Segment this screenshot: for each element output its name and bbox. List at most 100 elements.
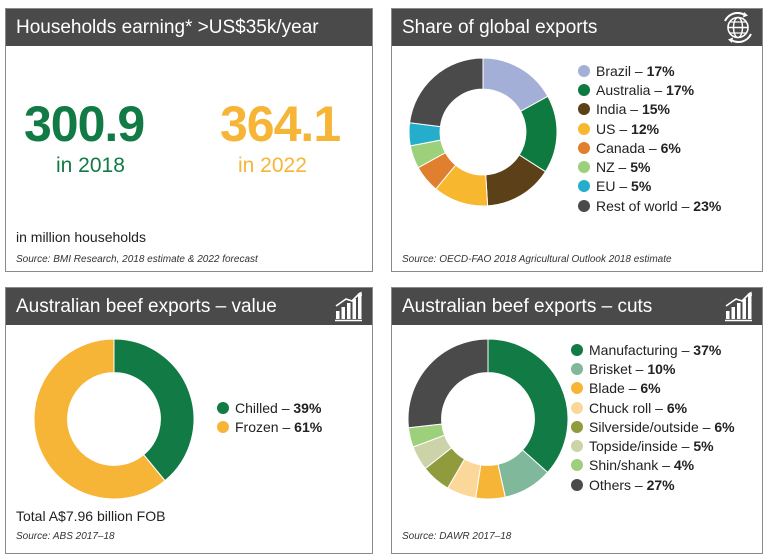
households-panel: Households earning* >US$35k/year 300.9 i… bbox=[5, 8, 373, 272]
legend-dash: – bbox=[631, 360, 648, 377]
legend-value: 61% bbox=[294, 418, 323, 435]
legend-swatch bbox=[578, 83, 590, 96]
legend-label: Manufacturing bbox=[589, 341, 678, 358]
legend-value: 6% bbox=[714, 418, 735, 435]
legend-item-blade: Blade – 6% bbox=[571, 379, 735, 398]
legend-label: Brisket bbox=[589, 360, 632, 377]
legend-swatch bbox=[578, 199, 590, 212]
legend-dash: – bbox=[631, 62, 647, 79]
legend-swatch bbox=[571, 362, 583, 375]
global-exports-panel: Share of global exports Brazil – 17% Aust… bbox=[391, 8, 763, 272]
value-2022: 364.1 bbox=[220, 96, 341, 152]
legend-dash: – bbox=[614, 159, 631, 176]
bar-growth-icon bbox=[725, 291, 752, 322]
legend-value: 12% bbox=[631, 120, 660, 137]
legend-dash: – bbox=[615, 178, 632, 195]
legend-value: 17% bbox=[666, 81, 695, 98]
legend-item-canada: Canada – 6% bbox=[578, 138, 721, 157]
global-exports-donut bbox=[408, 57, 558, 207]
legend-value: 27% bbox=[646, 476, 675, 493]
legend-item-australia: Australia – 17% bbox=[578, 80, 721, 99]
legend-item-shin-shank: Shin/shank – 4% bbox=[571, 456, 735, 475]
legend-item-nz: NZ – 5% bbox=[578, 157, 721, 176]
legend-swatch bbox=[571, 440, 583, 453]
beef-value-donut bbox=[33, 338, 195, 500]
legend-label: Topside/inside bbox=[589, 438, 678, 455]
beef-value-panel: Australian beef exports – value Chilled … bbox=[5, 287, 373, 554]
legend-item-frozen: Frozen – 61% bbox=[217, 417, 322, 436]
global-exports-title: Share of global exports bbox=[402, 17, 598, 38]
legend-label: Frozen bbox=[235, 418, 279, 435]
global-exports-header: Share of global exports bbox=[392, 9, 762, 46]
legend-label: Australia bbox=[596, 81, 651, 98]
slice-rest-of-world bbox=[409, 57, 484, 128]
legend-value: 10% bbox=[647, 360, 676, 377]
value-2018: 300.9 bbox=[24, 96, 145, 152]
bar-growth-icon bbox=[335, 291, 362, 322]
legend-dash: – bbox=[677, 341, 694, 358]
slice-chilled bbox=[113, 338, 195, 482]
legend-dash: – bbox=[615, 120, 632, 137]
legend-value: 5% bbox=[631, 178, 652, 195]
legend-dash: – bbox=[698, 418, 715, 435]
unit-note: in million households bbox=[16, 229, 146, 245]
legend-value: 6% bbox=[660, 139, 681, 156]
label-2018: in 2018 bbox=[56, 154, 125, 177]
legend-swatch bbox=[578, 64, 590, 77]
legend-swatch bbox=[571, 401, 583, 414]
legend-label: Brazil bbox=[596, 62, 632, 79]
legend-value: 5% bbox=[693, 438, 714, 455]
households-header: Households earning* >US$35k/year bbox=[6, 9, 372, 46]
slice-manufacturing bbox=[487, 338, 569, 474]
legend-dash: – bbox=[277, 399, 294, 416]
legend-value: 5% bbox=[630, 159, 651, 176]
legend-dash: – bbox=[651, 399, 667, 416]
beef-cuts-source: Source: DAWR 2017–18 bbox=[402, 531, 512, 542]
legend-label: India bbox=[596, 101, 627, 118]
globe-refresh-icon bbox=[724, 12, 752, 43]
legend-dash: – bbox=[626, 101, 642, 118]
legend-label: Rest of world bbox=[596, 197, 678, 214]
slice-others bbox=[407, 338, 489, 429]
legend-dash: – bbox=[677, 438, 694, 455]
legend-label: Others bbox=[589, 476, 632, 493]
beef-cuts-header: Australian beef exports – cuts bbox=[392, 288, 762, 325]
global-exports-source: Source: OECD-FAO 2018 Agricultural Outlo… bbox=[402, 254, 672, 265]
legend-swatch bbox=[217, 401, 229, 414]
legend-value: 4% bbox=[673, 457, 695, 474]
legend-swatch bbox=[571, 420, 583, 433]
legend-item-others: Others – 27% bbox=[571, 475, 735, 494]
legend-label: Blade bbox=[589, 380, 625, 397]
legend-value: 23% bbox=[693, 197, 722, 214]
legend-value: 39% bbox=[293, 399, 322, 416]
legend-swatch bbox=[571, 459, 583, 472]
legend-item-india: India – 15% bbox=[578, 100, 721, 119]
legend-value: 37% bbox=[693, 341, 722, 358]
legend-swatch bbox=[571, 382, 583, 395]
beef-cuts-legend: Manufacturing – 37% Brisket – 10% Blade – … bbox=[571, 340, 735, 494]
legend-item-manufacturing: Manufacturing – 37% bbox=[571, 340, 735, 359]
legend-swatch bbox=[217, 420, 229, 433]
legend-dash: – bbox=[631, 476, 647, 493]
legend-item-eu: EU – 5% bbox=[578, 177, 721, 196]
legend-item-brazil: Brazil – 17% bbox=[578, 61, 721, 80]
beef-value-total: Total A$7.96 billion FOB bbox=[16, 508, 166, 524]
legend-value: 15% bbox=[641, 101, 670, 118]
legend-label: US bbox=[596, 120, 616, 137]
legend-label: Silverside/outside bbox=[589, 418, 699, 435]
legend-swatch bbox=[578, 161, 590, 174]
legend-label: Chilled bbox=[235, 399, 278, 416]
beef-value-legend: Chilled – 39% Frozen – 61% bbox=[217, 398, 322, 437]
legend-label: NZ bbox=[596, 159, 615, 176]
legend-swatch bbox=[578, 180, 590, 193]
legend-dash: – bbox=[645, 139, 661, 156]
legend-item-us: US – 12% bbox=[578, 119, 721, 138]
beef-cuts-panel: Australian beef exports – cuts Manufactu… bbox=[391, 287, 763, 554]
legend-value: 6% bbox=[666, 399, 688, 416]
legend-item-topside-inside: Topside/inside – 5% bbox=[571, 436, 735, 455]
legend-swatch bbox=[578, 141, 590, 154]
households-source: Source: BMI Research, 2018 estimate & 20… bbox=[16, 254, 258, 265]
legend-item-chilled: Chilled – 39% bbox=[217, 398, 322, 417]
legend-item-chuck-roll: Chuck roll – 6% bbox=[571, 398, 735, 417]
global-exports-legend: Brazil – 17% Australia – 17% India – 15% US… bbox=[578, 61, 721, 215]
